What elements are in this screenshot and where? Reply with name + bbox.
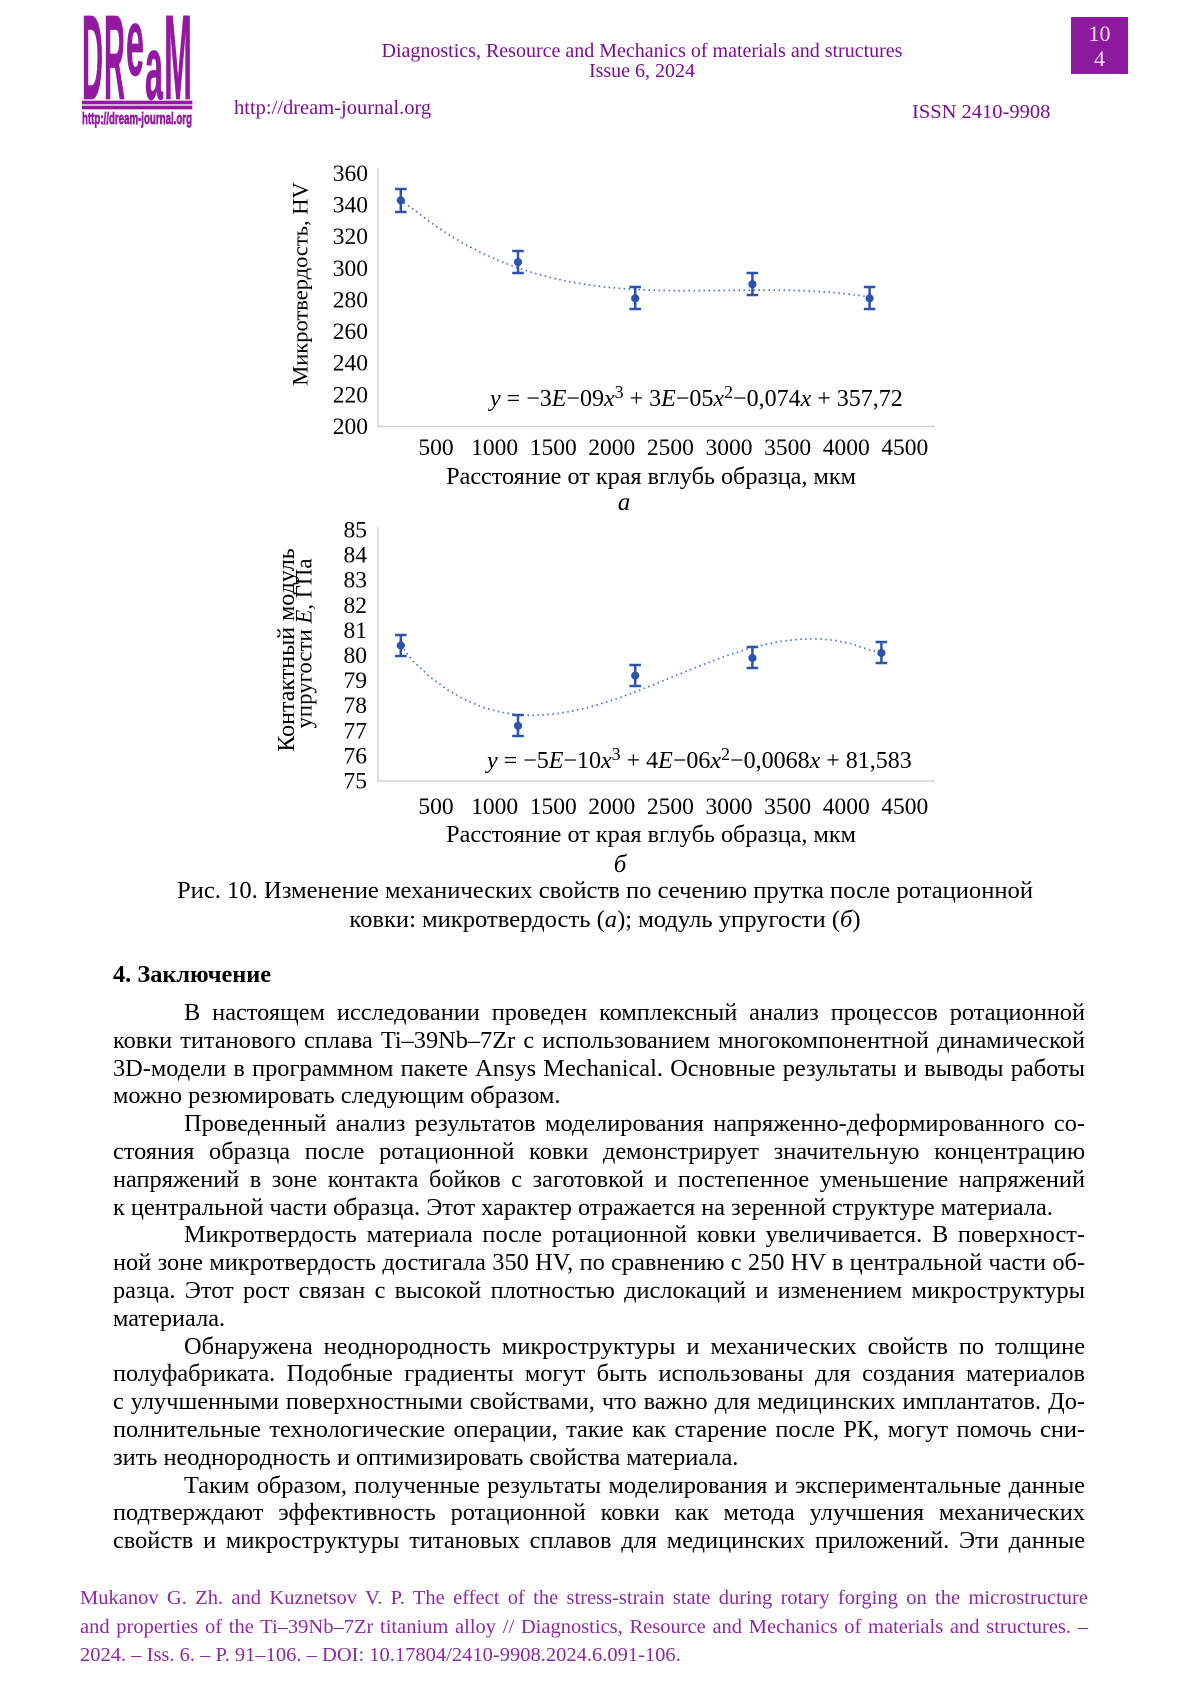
svg-text:http://dream-journal.org: http://dream-journal.org (82, 110, 192, 128)
svg-text:упругости E, ГПа: упругости E, ГПа (292, 559, 317, 729)
svg-text:500: 500 (418, 794, 453, 820)
svg-text:R: R (104, 15, 125, 125)
svg-text:83: 83 (344, 568, 368, 594)
svg-text:500: 500 (418, 435, 453, 461)
svg-text:81: 81 (344, 618, 368, 644)
svg-text:240: 240 (333, 351, 368, 377)
svg-text:3500: 3500 (764, 435, 811, 461)
svg-text:340: 340 (333, 193, 368, 219)
svg-text:4000: 4000 (823, 435, 870, 461)
svg-text:2500: 2500 (647, 794, 694, 820)
svg-text:Микротвердость, HV: Микротвердость, HV (288, 182, 313, 386)
svg-text:77: 77 (344, 718, 368, 744)
svg-text:84: 84 (344, 543, 368, 569)
svg-text:320: 320 (333, 224, 368, 250)
svg-text:360: 360 (333, 161, 368, 187)
svg-text:300: 300 (333, 256, 368, 282)
svg-text:280: 280 (333, 288, 368, 314)
svg-text:78: 78 (344, 693, 368, 719)
svg-text:2000: 2000 (588, 794, 635, 820)
svg-text:79: 79 (344, 668, 368, 694)
svg-text:80: 80 (344, 643, 368, 669)
svg-text:D: D (82, 15, 103, 125)
svg-text:1000: 1000 (471, 794, 518, 820)
svg-text:76: 76 (344, 743, 368, 769)
svg-text:Расстояние от края вглубь обра: Расстояние от края вглубь образца, мкм (446, 821, 856, 848)
svg-text:260: 260 (333, 319, 368, 345)
svg-text:2000: 2000 (588, 435, 635, 461)
svg-text:4500: 4500 (881, 435, 928, 461)
svg-text:e: e (126, 15, 144, 96)
svg-text:220: 220 (333, 382, 368, 408)
svg-text:3500: 3500 (764, 794, 811, 820)
svg-text:3000: 3000 (706, 794, 753, 820)
svg-text:3000: 3000 (706, 435, 753, 461)
svg-text:y = −3E−09x3 + 3E−05x2−0,074x: y = −3E−09x3 + 3E−05x2−0,074x + 357,72 (488, 382, 903, 412)
svg-text:4500: 4500 (881, 794, 928, 820)
svg-text:4000: 4000 (823, 794, 870, 820)
svg-text:а: а (618, 489, 631, 516)
svg-text:1000: 1000 (471, 435, 518, 461)
svg-text:200: 200 (333, 414, 368, 440)
svg-text:1500: 1500 (530, 794, 577, 820)
svg-text:Расстояние от края вглубь обра: Расстояние от края вглубь образца, мкм (446, 463, 856, 490)
svg-text:a: a (145, 19, 163, 119)
svg-text:1500: 1500 (530, 435, 577, 461)
svg-text:б: б (614, 851, 628, 878)
svg-text:2500: 2500 (647, 435, 694, 461)
svg-text:Контактный модуль: Контактный модуль (274, 548, 300, 751)
svg-text:85: 85 (344, 520, 368, 544)
svg-text:82: 82 (344, 593, 368, 619)
svg-text:y = −5E−10x3 + 4E−06x2−0,0068x: y = −5E−10x3 + 4E−06x2−0,0068x + 81,583 (485, 744, 912, 774)
svg-text:75: 75 (344, 769, 368, 795)
